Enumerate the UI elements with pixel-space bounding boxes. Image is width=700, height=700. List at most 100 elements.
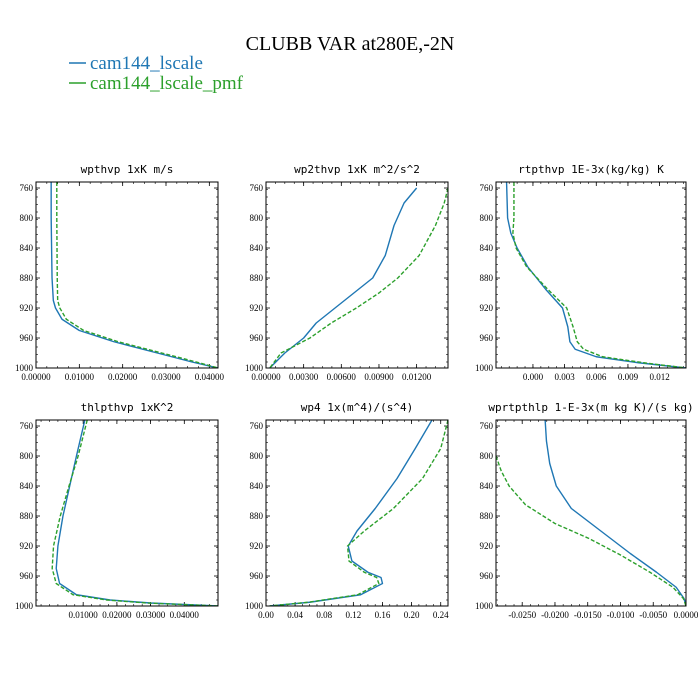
legend: cam144_lscale cam144_lscale_pmf <box>69 53 244 94</box>
panel-4-xtick-label-0: 0.01000 <box>69 610 99 620</box>
panel-1-xtick-label-4: 0.04000 <box>195 372 225 382</box>
panel-5-ytick-label-960: 960 <box>250 571 264 581</box>
panel-6-ytick-label-880: 880 <box>480 511 494 521</box>
panel-2: wp2thvp 1xK m^2/s^2 760 800 840 880 920 960 100… <box>245 163 449 382</box>
panel-1-ytick-label-960: 960 <box>20 333 34 343</box>
panel-1-line-cam144-lscale-pmf <box>56 182 218 368</box>
panel-2-ytick-label-840: 840 <box>250 243 264 253</box>
panel-5-xtick-label-4: 0.16 <box>375 610 391 620</box>
panel-5-line-cam144-lscale <box>269 420 433 606</box>
panel-5-ytick-label-920: 920 <box>250 541 264 551</box>
panel-3-ytick-label-880: 880 <box>480 273 494 283</box>
panel-3-ytick-label-800: 800 <box>480 213 494 223</box>
panel-1-ytick-label-800: 800 <box>20 213 34 223</box>
panel-1-xtick-label-3: 0.03000 <box>151 372 181 382</box>
panel-3-ytick-label-760: 760 <box>480 183 494 193</box>
panel-6-xtick-label-2: -0.0150 <box>574 610 602 620</box>
panel-1-title: wpthvp 1xK m/s <box>81 163 174 176</box>
panel-1: wpthvp 1xK m/s 760 800 840 880 920 960 10000.00… <box>15 163 224 382</box>
panel-2-frame <box>265 181 449 369</box>
panel-6-ytick-label-760: 760 <box>480 421 494 431</box>
panel-4-frame <box>35 419 219 607</box>
panel-2-line-cam144-lscale <box>269 187 418 368</box>
panel-4-title: thlpthvp 1xK^2 <box>81 401 174 414</box>
panel-3-line-cam144-lscale-pmf <box>512 182 686 368</box>
panel-4-ytick-label-800: 800 <box>20 451 34 461</box>
panel-2-ytick-label-800: 800 <box>250 213 264 223</box>
panel-5-xtick-label-2: 0.08 <box>316 610 332 620</box>
panel-6-line-cam144-lscale-pmf <box>496 455 686 606</box>
panel-5-frame <box>265 419 449 607</box>
panel-1-ytick-label-840: 840 <box>20 243 34 253</box>
panel-1-xtick-label-2: 0.02000 <box>108 372 138 382</box>
panel-2-ytick-label-760: 760 <box>250 183 264 193</box>
panel-6-ytick-label-1000: 1000 <box>475 601 494 611</box>
panel-3-xtick-label-2: 0.006 <box>586 372 607 382</box>
panel-5-xtick-label-3: 0.12 <box>345 610 361 620</box>
legend-label-cam144-lscale-pmf: cam144_lscale_pmf <box>90 73 244 94</box>
panel-3-ytick-label-960: 960 <box>480 333 494 343</box>
panel-6-xtick-label-4: -0.0050 <box>639 610 667 620</box>
panel-4-line-cam144-lscale-pmf <box>51 420 218 606</box>
panel-5-xtick-label-6: 0.24 <box>433 610 449 620</box>
panel-2-xtick-label-1: 0.00300 <box>289 372 319 382</box>
panel-5-xtick-label-0: 0.00 <box>258 610 274 620</box>
panel-4-ytick-label-840: 840 <box>20 481 34 491</box>
panel-4-line-cam144-lscale <box>55 420 218 606</box>
panel-1-ytick-label-880: 880 <box>20 273 34 283</box>
panel-5-title: wp4 1x(m^4)/(s^4) <box>301 401 414 414</box>
panel-2-line-cam144-lscale-pmf <box>269 187 448 368</box>
panel-3-title: rtpthvp 1E-3x(kg/kg) K <box>518 163 664 176</box>
panel-2-xtick-label-3: 0.00900 <box>364 372 394 382</box>
panel-4-ytick-label-960: 960 <box>20 571 34 581</box>
panel-6-ytick-label-800: 800 <box>480 451 494 461</box>
panel-3-xtick-label-3: 0.009 <box>618 372 639 382</box>
panel-5-ytick-label-880: 880 <box>250 511 264 521</box>
panel-2-ytick-label-960: 960 <box>250 333 264 343</box>
panel-4-xtick-label-2: 0.03000 <box>136 610 166 620</box>
panel-3-line-cam144-lscale <box>505 182 686 368</box>
panel-4-xtick-label-3: 0.04000 <box>170 610 200 620</box>
panel-3-ytick-label-1000: 1000 <box>475 363 494 373</box>
panel-2-ytick-label-880: 880 <box>250 273 264 283</box>
panel-6-frame <box>495 419 687 607</box>
panel-4-ytick-label-1000: 1000 <box>15 601 34 611</box>
panel-3-xtick-label-1: 0.003 <box>554 372 575 382</box>
panel-3-xtick-label-0: 0.000 <box>523 372 544 382</box>
figure-title: CLUBB VAR at280E,-2N <box>246 33 455 55</box>
panel-3-ytick-label-840: 840 <box>480 243 494 253</box>
panel-6-title: wprtpthlp 1-E-3x(m kg K)/(s kg) <box>488 401 693 414</box>
panel-5-ytick-label-1000: 1000 <box>245 601 264 611</box>
panel-5-xtick-label-1: 0.04 <box>287 610 303 620</box>
panel-3: rtpthvp 1E-3x(kg/kg) K 760 800 840 880 920 960… <box>475 163 687 382</box>
panel-4-xtick-label-1: 0.02000 <box>102 610 132 620</box>
panel-1-xtick-label-1: 0.01000 <box>65 372 95 382</box>
panel-5: wp4 1x(m^4)/(s^4)76080084088092096010000… <box>245 401 449 620</box>
panel-2-xtick-label-0: 0.00000 <box>251 372 281 382</box>
panel-1-line-cam144-lscale <box>50 182 218 368</box>
panel-4-ytick-label-880: 880 <box>20 511 34 521</box>
panel-6-xtick-label-3: -0.0100 <box>607 610 635 620</box>
panel-2-xtick-label-2: 0.00600 <box>327 372 357 382</box>
panel-1-ytick-label-920: 920 <box>20 303 34 313</box>
panel-2-title: wp2thvp 1xK m^2/s^2 <box>294 163 420 176</box>
panel-6: wprtpthlp 1-E-3x(m kg K)/(s kg) 760 800 840… <box>475 401 699 620</box>
panel-6-ytick-label-960: 960 <box>480 571 494 581</box>
panel-4-ytick-label-920: 920 <box>20 541 34 551</box>
panel-3-frame <box>495 181 687 369</box>
panel-6-xtick-label-0: -0.0250 <box>508 610 536 620</box>
panel-1-ytick-label-760: 760 <box>20 183 34 193</box>
panel-6-xtick-label-5: 0.0000 <box>674 610 699 620</box>
legend-label-cam144-lscale: cam144_lscale <box>90 53 203 74</box>
panel-2-ytick-label-920: 920 <box>250 303 264 313</box>
panel-6-ytick-label-920: 920 <box>480 541 494 551</box>
panel-3-xtick-label-4: 0.012 <box>649 372 669 382</box>
panel-6-ytick-label-840: 840 <box>480 481 494 491</box>
panel-4-ytick-label-760: 760 <box>20 421 34 431</box>
panel-1-xtick-label-0: 0.00000 <box>21 372 51 382</box>
panel-4: thlpthvp 1xK^2 760 800 840 880 920 960 1000 0.01… <box>15 401 219 620</box>
panel-6-xtick-label-1: -0.0200 <box>541 610 569 620</box>
panel-grid: wpthvp 1xK m/s76080084088092096010000.00… <box>15 163 699 620</box>
panel-2-ytick-label-1000: 1000 <box>245 363 264 373</box>
